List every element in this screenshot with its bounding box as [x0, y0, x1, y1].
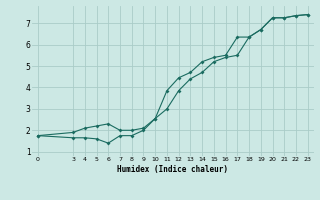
X-axis label: Humidex (Indice chaleur): Humidex (Indice chaleur)	[117, 165, 228, 174]
